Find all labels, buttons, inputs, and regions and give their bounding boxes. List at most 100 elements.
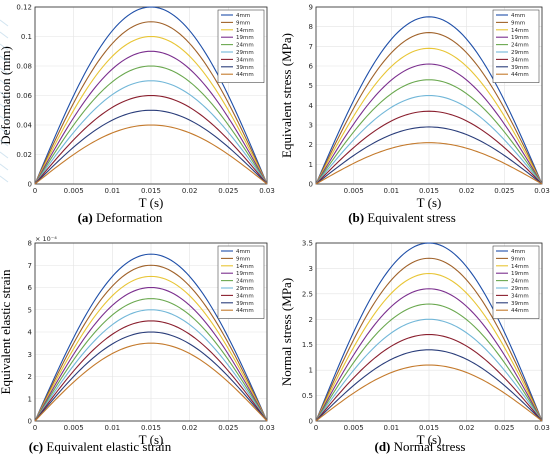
series-line-4mm <box>315 16 543 185</box>
series-line-39mm <box>315 126 543 185</box>
x-axis-label: T (s) <box>139 432 164 447</box>
x-tick-label: 0.025 <box>218 187 238 195</box>
panel-d: 0 0.5 1 1.5 2 2.5 3 3.5 0 0.005 0.01 0.015 0.02 0.025… <box>279 240 550 455</box>
legend-box <box>492 245 540 319</box>
strip-mark <box>0 151 9 159</box>
x-tick-label: 0.005 <box>64 424 84 432</box>
legend-label: 34mm <box>236 57 254 63</box>
x-tick-label: 0.025 <box>494 187 514 195</box>
x-tick-label: 0.02 <box>459 187 475 195</box>
legend-label: 4mm <box>511 249 525 255</box>
legend-label: 9mm <box>511 256 525 262</box>
series-line-14mm <box>315 47 543 185</box>
left-strip <box>0 19 9 183</box>
panel-caption: (d) Normal stress <box>375 439 466 454</box>
x-tick-label: 0.02 <box>182 187 198 195</box>
series-line-29mm <box>315 94 543 185</box>
series-line-24mm <box>315 303 543 422</box>
y-tick-label: 0 <box>28 181 32 189</box>
y-tick-label: 6 <box>28 284 33 292</box>
y-axis-label: Equivalent elastic strain <box>0 269 13 394</box>
y-tick-label: 3 <box>309 265 313 273</box>
strip-mark <box>0 91 9 99</box>
y-tick-label: 2.5 <box>302 290 313 298</box>
legend-label: 9mm <box>511 20 525 26</box>
x-tick-label: 0 <box>33 187 37 195</box>
legend-label: 9mm <box>236 20 250 26</box>
strip-mark <box>0 67 9 75</box>
series-line-19mm <box>34 286 268 422</box>
series-line-34mm <box>315 333 543 422</box>
series-line-14mm <box>34 35 268 185</box>
x-tick-label: 0 <box>33 424 37 432</box>
strip-mark <box>0 139 9 147</box>
y-axis-label: Deformation (mm) <box>0 46 13 145</box>
x-tick-label: 0.015 <box>419 424 439 432</box>
legend-label: 19mm <box>511 35 529 41</box>
y-tick-label: 1 <box>309 161 313 169</box>
y-tick-label: 7 <box>28 262 32 270</box>
series-line-9mm <box>34 264 268 422</box>
caption-letter: (a) <box>78 210 93 225</box>
y-tick-label: 3 <box>28 351 32 359</box>
series-line-44mm <box>315 364 543 422</box>
strip-mark <box>0 19 9 27</box>
series-line-24mm <box>315 79 543 185</box>
panel-b: 0 1 2 3 4 5 6 7 8 9 0.005 0.01 0.015 0.02 0.025 0.03 4mm… <box>279 4 550 226</box>
legend-label: 39mm <box>236 65 254 71</box>
x-tick-label: 0.025 <box>218 424 238 432</box>
x-axis-label: T (s) <box>139 195 164 210</box>
series-line-24mm <box>34 298 268 422</box>
series-line-9mm <box>315 32 543 185</box>
caption-text: Normal stress <box>390 439 465 454</box>
x-tick-label: 0.01 <box>105 187 121 195</box>
y-tick-label: 1 <box>309 367 313 375</box>
series-line-19mm <box>34 50 268 185</box>
series-line-19mm <box>315 63 543 185</box>
series-line-29mm <box>34 309 268 422</box>
axes-frame <box>34 242 268 422</box>
y-tick-label: 3.5 <box>302 240 313 248</box>
panel-caption: (c) Equivalent elastic strain <box>29 439 172 454</box>
x-tick-label: 0.03 <box>259 187 275 195</box>
legend-label: 39mm <box>236 301 254 307</box>
y-tick-label: 0.02 <box>16 151 32 159</box>
y-tick-label: 0.1 <box>21 33 32 41</box>
y-tick-label: 2 <box>28 373 32 381</box>
series-line-14mm <box>34 275 268 422</box>
y-tick-label: 0.04 <box>16 122 32 130</box>
x-tick-label: 0 <box>314 424 318 432</box>
caption-letter: (c) <box>29 439 43 454</box>
series-line-29mm <box>34 80 268 185</box>
y-tick-label: 2 <box>309 316 313 324</box>
series-line-14mm <box>315 272 543 422</box>
legend-label: 29mm <box>236 286 254 292</box>
y-tick-label: 0 <box>309 181 313 189</box>
x-tick-label: 0.01 <box>384 187 400 195</box>
strip-mark <box>0 43 9 51</box>
series-line-44mm <box>34 342 268 422</box>
series-line-39mm <box>34 331 268 422</box>
legend-label: 44mm <box>236 72 254 78</box>
strip-mark <box>0 31 9 39</box>
x-tick-label: 0.03 <box>259 424 275 432</box>
x-tick-label: 0.015 <box>141 187 161 195</box>
legend-label: 29mm <box>511 50 529 56</box>
legend-label: 34mm <box>236 293 254 299</box>
x-tick-label: 0.005 <box>344 424 364 432</box>
x-tick-label: 0.005 <box>344 187 364 195</box>
legend-label: 14mm <box>236 28 254 34</box>
legend-label: 44mm <box>511 72 529 78</box>
strip-mark <box>0 163 9 171</box>
panel-c: 0 1 2 3 4 5 6 7 8 0 0.005 0.01 0.015 0.02 0.025 0.03 × 1… <box>0 235 275 454</box>
y-tick-label: 0.06 <box>16 92 32 100</box>
x-tick-label: 0.01 <box>105 424 121 432</box>
y-axis-label: Equivalent stress (MPa) <box>279 33 294 158</box>
legend-label: 14mm <box>511 28 529 34</box>
strip-mark <box>0 127 9 135</box>
x-tick-label: 0.02 <box>459 424 475 432</box>
y-tick-label: 0.12 <box>16 4 32 12</box>
series-line-4mm <box>34 6 268 185</box>
